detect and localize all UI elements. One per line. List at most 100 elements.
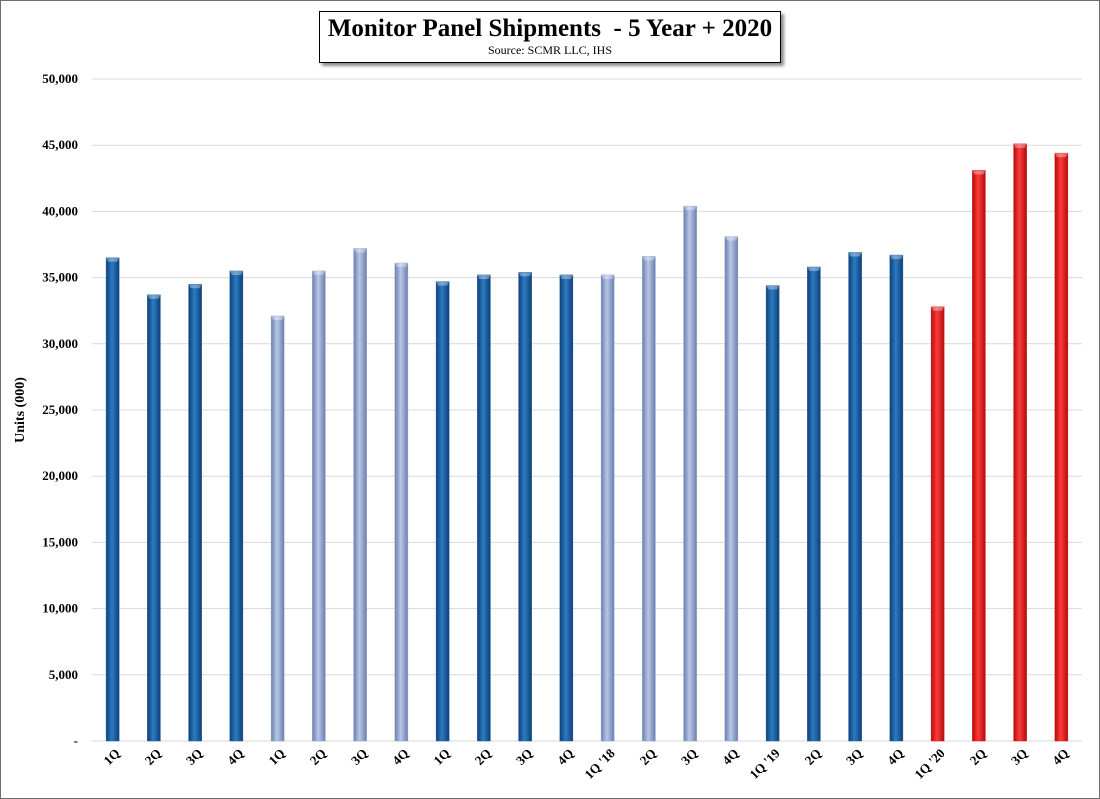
x-tick-label: 1Q '18 — [581, 745, 618, 782]
x-tick-label: 4Q — [224, 746, 246, 768]
bar-cap — [353, 248, 367, 253]
y-tick-label: 25,000 — [42, 402, 78, 417]
bar — [105, 257, 120, 742]
y-tick-label: 50,000 — [42, 71, 78, 86]
bar — [477, 274, 491, 742]
bar — [353, 248, 367, 742]
x-tick-label: 3Q — [843, 746, 865, 768]
bar-body — [1013, 143, 1027, 742]
chart-subtitle: Source: SCMR LLC, IHS — [487, 43, 612, 57]
y-tick-label: 35,000 — [42, 270, 78, 285]
x-tick-label: 4Q — [719, 746, 741, 768]
x-tick-label: 2Q — [472, 746, 494, 768]
x-tick-label: 2Q — [637, 746, 659, 768]
bar — [518, 272, 532, 742]
bar-cap — [312, 270, 326, 275]
x-tick-label: 4Q — [389, 746, 411, 768]
bar-cap — [106, 257, 120, 262]
x-tick-label: 3Q — [513, 746, 535, 768]
y-axis-title: Units (000) — [13, 377, 28, 443]
bar-body — [477, 274, 491, 742]
bar-cap — [972, 170, 986, 175]
x-tick-label: 1Q '20 — [911, 746, 947, 782]
bar — [724, 236, 739, 742]
bar — [1054, 152, 1069, 742]
bar — [394, 262, 409, 742]
bar-body — [972, 170, 986, 742]
y-tick-label: 45,000 — [42, 137, 78, 152]
bar-cap — [724, 236, 738, 241]
bar-cap — [271, 315, 285, 320]
y-tick-label: 40,000 — [42, 203, 78, 218]
chart-title-box: Monitor Panel Shipments - 5 Year + 2020 … — [319, 11, 781, 63]
bar-cap — [518, 272, 532, 277]
x-tick-label: 3Q — [678, 746, 700, 768]
y-tick-label: 30,000 — [42, 336, 78, 351]
bar — [559, 274, 574, 742]
bar-body — [188, 283, 202, 742]
bar-cap — [642, 256, 656, 261]
y-tick-label: 15,000 — [42, 534, 78, 549]
bar-body — [353, 248, 367, 742]
x-tick-label: 4Q — [1049, 746, 1071, 768]
bar — [889, 254, 904, 742]
bar — [600, 274, 615, 742]
bar-cap — [559, 274, 573, 279]
bar-body — [683, 205, 697, 742]
bar — [312, 270, 326, 742]
x-tick-label: 1Q — [100, 746, 122, 768]
x-tick-label: 2Q — [967, 746, 989, 768]
bar-body — [559, 274, 574, 742]
y-axis-ticks: - 5,000 10,000 15,000 20,000 25,000 30,000 35,0… — [42, 71, 78, 748]
bar-body — [889, 254, 904, 742]
bar-cap — [848, 252, 862, 257]
bar-body — [312, 270, 326, 742]
bar — [848, 252, 862, 742]
bar-body — [765, 285, 780, 742]
x-tick-label: 4Q — [554, 746, 576, 768]
bar-cap — [394, 263, 408, 268]
x-tick-label: 3Q — [183, 746, 205, 768]
bar-body — [147, 294, 161, 742]
x-tick-label: 2Q — [142, 746, 164, 768]
bar-cap — [147, 294, 161, 299]
bar-cap — [807, 267, 821, 272]
bar-body — [105, 257, 120, 742]
bar-body — [642, 256, 656, 742]
bar — [972, 170, 986, 742]
bar — [807, 266, 821, 742]
x-tick-label: 1Q — [430, 746, 452, 768]
bar — [147, 294, 161, 742]
bar — [229, 270, 244, 742]
bar — [930, 306, 945, 742]
bar-body — [394, 262, 409, 742]
bar-body — [807, 266, 821, 742]
bar — [765, 285, 780, 742]
x-tick-label: 1Q '19 — [746, 745, 783, 782]
x-tick-label: 4Q — [884, 746, 906, 768]
bar-cap — [436, 281, 450, 286]
x-tick-label: 3Q — [1008, 746, 1030, 768]
bar — [683, 205, 697, 742]
bar-body — [600, 274, 615, 742]
bar — [642, 256, 656, 742]
bar-cap — [1013, 143, 1027, 148]
chart-title: Monitor Panel Shipments - 5 Year + 2020 — [327, 15, 773, 42]
gridlines — [92, 78, 1082, 742]
bar-body — [930, 306, 945, 742]
y-tick-label: 5,000 — [49, 667, 78, 682]
bar-body — [229, 270, 244, 742]
bar — [188, 283, 202, 742]
x-tick-label: 2Q — [307, 746, 329, 768]
bar-body — [435, 281, 450, 742]
bar-body — [270, 315, 285, 742]
bar-body — [1054, 152, 1069, 742]
bar-body — [848, 252, 862, 742]
y-tick-label: 10,000 — [42, 601, 78, 616]
bar-cap — [601, 274, 615, 279]
x-tick-label: 2Q — [802, 746, 824, 768]
x-tick-label: 1Q — [265, 746, 287, 768]
bar-cap — [889, 255, 903, 260]
bar-body — [518, 272, 532, 742]
